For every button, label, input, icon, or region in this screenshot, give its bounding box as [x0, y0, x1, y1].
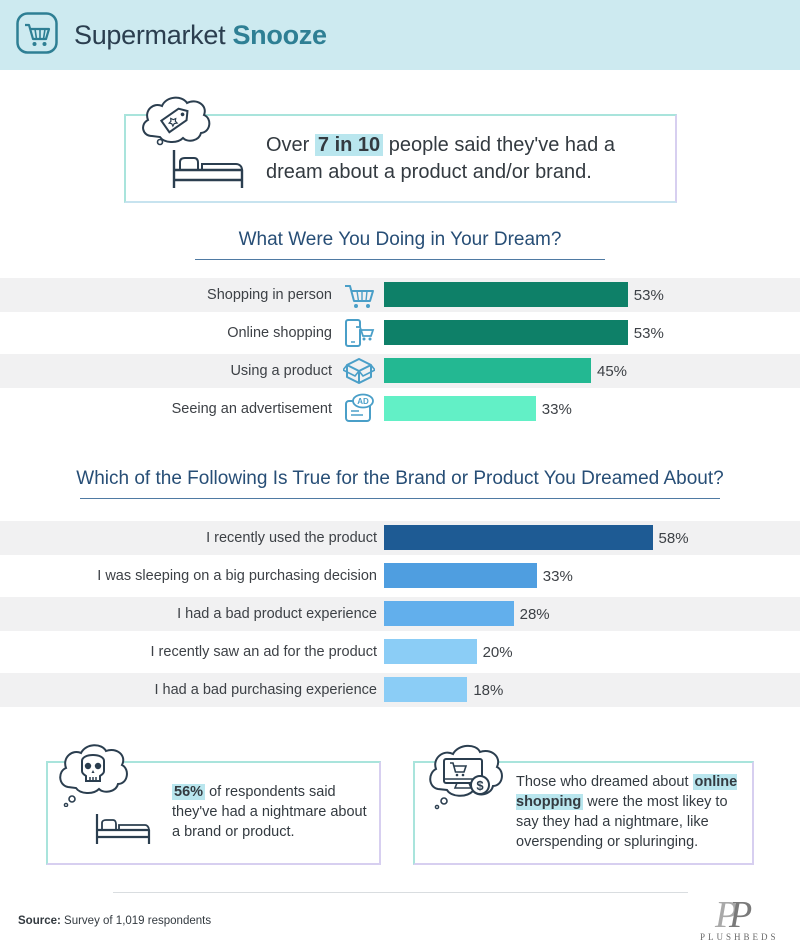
online-shopping-statement: Those who dreamed about online shopping … — [516, 772, 748, 852]
page-title: Supermarket Snooze — [74, 20, 327, 51]
bar — [384, 601, 514, 626]
bar-value-label: 18% — [473, 682, 504, 699]
table-row: I was sleeping on a big purchasing decis… — [0, 559, 800, 593]
chart2-title-rule — [80, 498, 720, 499]
shopping-cart-icon — [16, 12, 58, 54]
stat-highlight: 7 in 10 — [314, 134, 384, 156]
chart1-title-rule — [195, 259, 605, 260]
online-suffix: were the most likey to say they had a ni… — [516, 794, 728, 850]
bar — [384, 525, 653, 550]
bar-value-label: 53% — [633, 325, 664, 342]
table-row: Using a product 45% — [0, 354, 800, 388]
bar-label: Seeing an advertisement — [171, 401, 332, 417]
svg-text:AD: AD — [357, 397, 369, 406]
bar — [384, 282, 628, 307]
online-shopping-card — [413, 761, 754, 865]
bar-value-label: 45% — [597, 363, 628, 380]
bar-value-label: 53% — [633, 287, 664, 304]
bar-value-label: 58% — [658, 530, 689, 547]
chart1-title: What Were You Doing in Your Dream? — [238, 229, 562, 250]
stat-callout-box — [124, 114, 677, 203]
bar-label: I recently used the product — [206, 530, 377, 546]
brand-wordmark: PLUSHBEDS — [700, 932, 779, 942]
stat-suffix: people said they've had a dream about a … — [266, 134, 615, 183]
table-row: Seeing an advertisement AD 33% — [0, 392, 800, 426]
small-bed-icon — [95, 814, 151, 844]
bar — [384, 320, 628, 345]
chart2-title: Which of the Following Is True for the B… — [76, 468, 724, 489]
online-prefix: Those who dreamed about — [516, 774, 689, 790]
bar — [384, 563, 537, 588]
svg-text:P: P — [714, 894, 738, 936]
bar — [384, 677, 468, 702]
footer-divider — [113, 892, 688, 893]
title-bold: Snooze — [232, 20, 327, 50]
title-plain: Supermarket — [74, 20, 226, 50]
bar-label: I recently saw an ad for the product — [150, 644, 378, 660]
mobile-cart-icon — [345, 319, 375, 347]
bar-value-label: 33% — [541, 401, 572, 418]
bar-label: Shopping in person — [207, 287, 332, 303]
bar-value-label: 28% — [519, 606, 550, 623]
table-row: I had a bad purchasing experience 18% — [0, 673, 800, 707]
bar — [384, 396, 536, 421]
svg-text:P: P — [728, 894, 752, 936]
table-row: I recently used the product 58% — [0, 521, 800, 555]
product-box-icon — [343, 358, 375, 384]
nightmare-card — [46, 761, 381, 865]
source-label: Source: — [18, 915, 61, 927]
shopping-cart-icon — [345, 285, 374, 308]
stat-statement: Over 7 in 10 people said they've had a d… — [266, 132, 666, 186]
table-row: Online shopping 53% — [0, 316, 800, 350]
nightmare-text: of respondents said they've had a nightm… — [172, 784, 367, 840]
source-text: Survey of 1,019 respondents — [64, 915, 212, 927]
nightmare-highlight: 56% — [172, 784, 206, 800]
bar-label: Online shopping — [227, 325, 332, 341]
skull-bubble-icon — [59, 744, 128, 807]
bar-label: I was sleeping on a big purchasing decis… — [97, 568, 377, 584]
table-row: Shopping in person 53% — [0, 278, 800, 312]
bar-label: I had a bad product experience — [177, 606, 377, 622]
nightmare-statement: 56% of respondents said they've had a ni… — [172, 782, 372, 842]
bar-label: Using a product — [230, 363, 332, 379]
bar-value-label: 20% — [482, 644, 513, 661]
table-row: I had a bad product experience 28% — [0, 597, 800, 631]
online-shopping-bubble-icon: $ — [429, 744, 503, 810]
plushbeds-logo: P P — [714, 894, 752, 936]
bar — [384, 639, 477, 664]
dream-tag-bubble-icon — [142, 96, 211, 146]
bed-icon — [172, 150, 244, 188]
bar — [384, 358, 591, 383]
header-banner: Supermarket Snooze — [0, 0, 800, 70]
bar-label: I had a bad purchasing experience — [154, 682, 378, 698]
bar-value-label: 33% — [542, 568, 573, 585]
stat-prefix: Over — [266, 134, 310, 156]
source-note: Source: Survey of 1,019 respondents — [18, 915, 211, 927]
ad-bubble-icon: AD — [345, 393, 374, 422]
svg-text:$: $ — [476, 778, 484, 793]
table-row: I recently saw an ad for the product 20% — [0, 635, 800, 669]
